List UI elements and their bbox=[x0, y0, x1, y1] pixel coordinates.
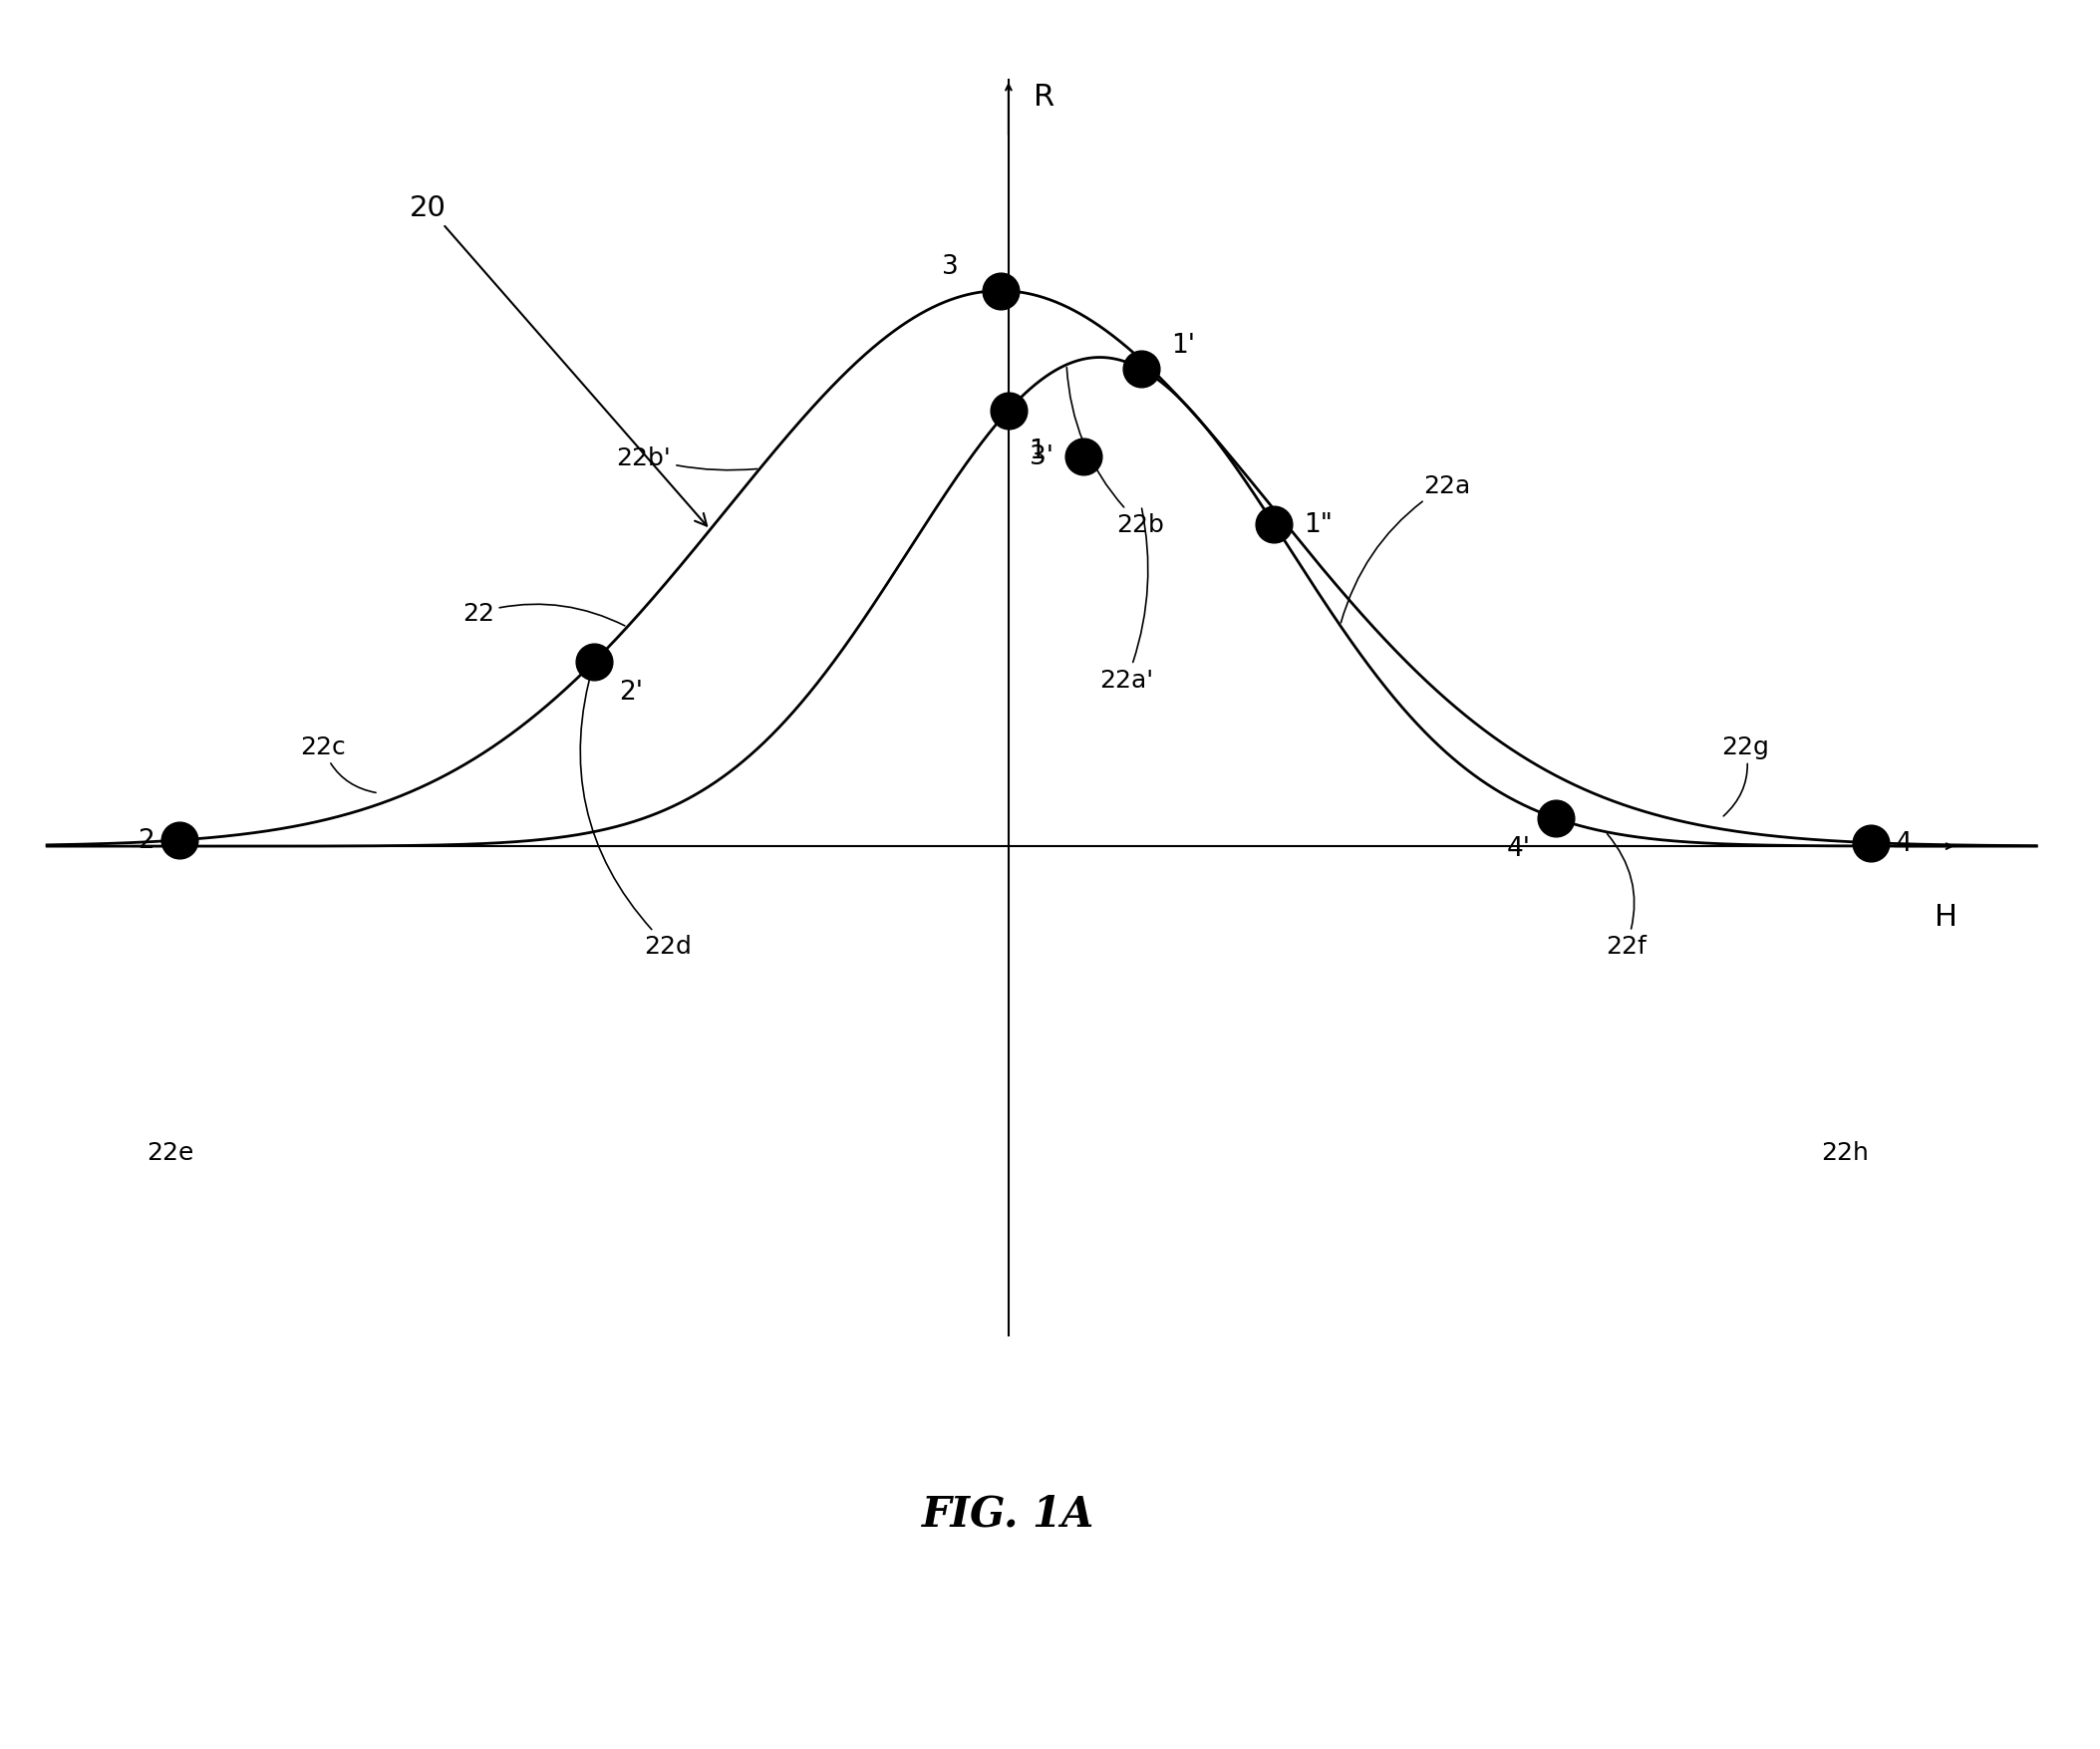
Text: 2: 2 bbox=[139, 827, 155, 854]
Text: 22b: 22b bbox=[1067, 369, 1163, 537]
Text: 22c: 22c bbox=[300, 735, 376, 794]
Text: R: R bbox=[1033, 82, 1054, 112]
Text: H: H bbox=[1934, 902, 1957, 930]
Text: 22a': 22a' bbox=[1100, 509, 1153, 693]
Text: 22f: 22f bbox=[1604, 834, 1646, 958]
Text: 1: 1 bbox=[1029, 439, 1046, 465]
Text: 22g: 22g bbox=[1722, 735, 1768, 817]
Text: FIG. 1A: FIG. 1A bbox=[922, 1492, 1094, 1534]
Point bbox=[1258, 511, 1291, 539]
Text: 2': 2' bbox=[619, 679, 643, 705]
Text: 3: 3 bbox=[943, 254, 960, 280]
Point bbox=[578, 649, 611, 677]
Text: 3': 3' bbox=[1029, 444, 1054, 470]
Text: 22h: 22h bbox=[1821, 1140, 1869, 1165]
Text: 1": 1" bbox=[1304, 512, 1331, 537]
Text: 4': 4' bbox=[1508, 836, 1531, 861]
Text: 22e: 22e bbox=[147, 1140, 193, 1165]
Point bbox=[983, 278, 1016, 306]
Point bbox=[1124, 355, 1157, 383]
Point bbox=[991, 397, 1025, 425]
Text: 22: 22 bbox=[462, 602, 626, 626]
Text: 22d: 22d bbox=[580, 665, 691, 958]
Text: 1': 1' bbox=[1172, 332, 1195, 359]
Point bbox=[1067, 442, 1100, 470]
Text: 22a: 22a bbox=[1342, 474, 1470, 623]
Text: 4: 4 bbox=[1896, 831, 1913, 857]
Text: 22b': 22b' bbox=[617, 446, 758, 470]
Point bbox=[1539, 805, 1573, 833]
Text: 20: 20 bbox=[410, 194, 708, 526]
Point bbox=[164, 827, 197, 855]
Point bbox=[1854, 829, 1888, 857]
